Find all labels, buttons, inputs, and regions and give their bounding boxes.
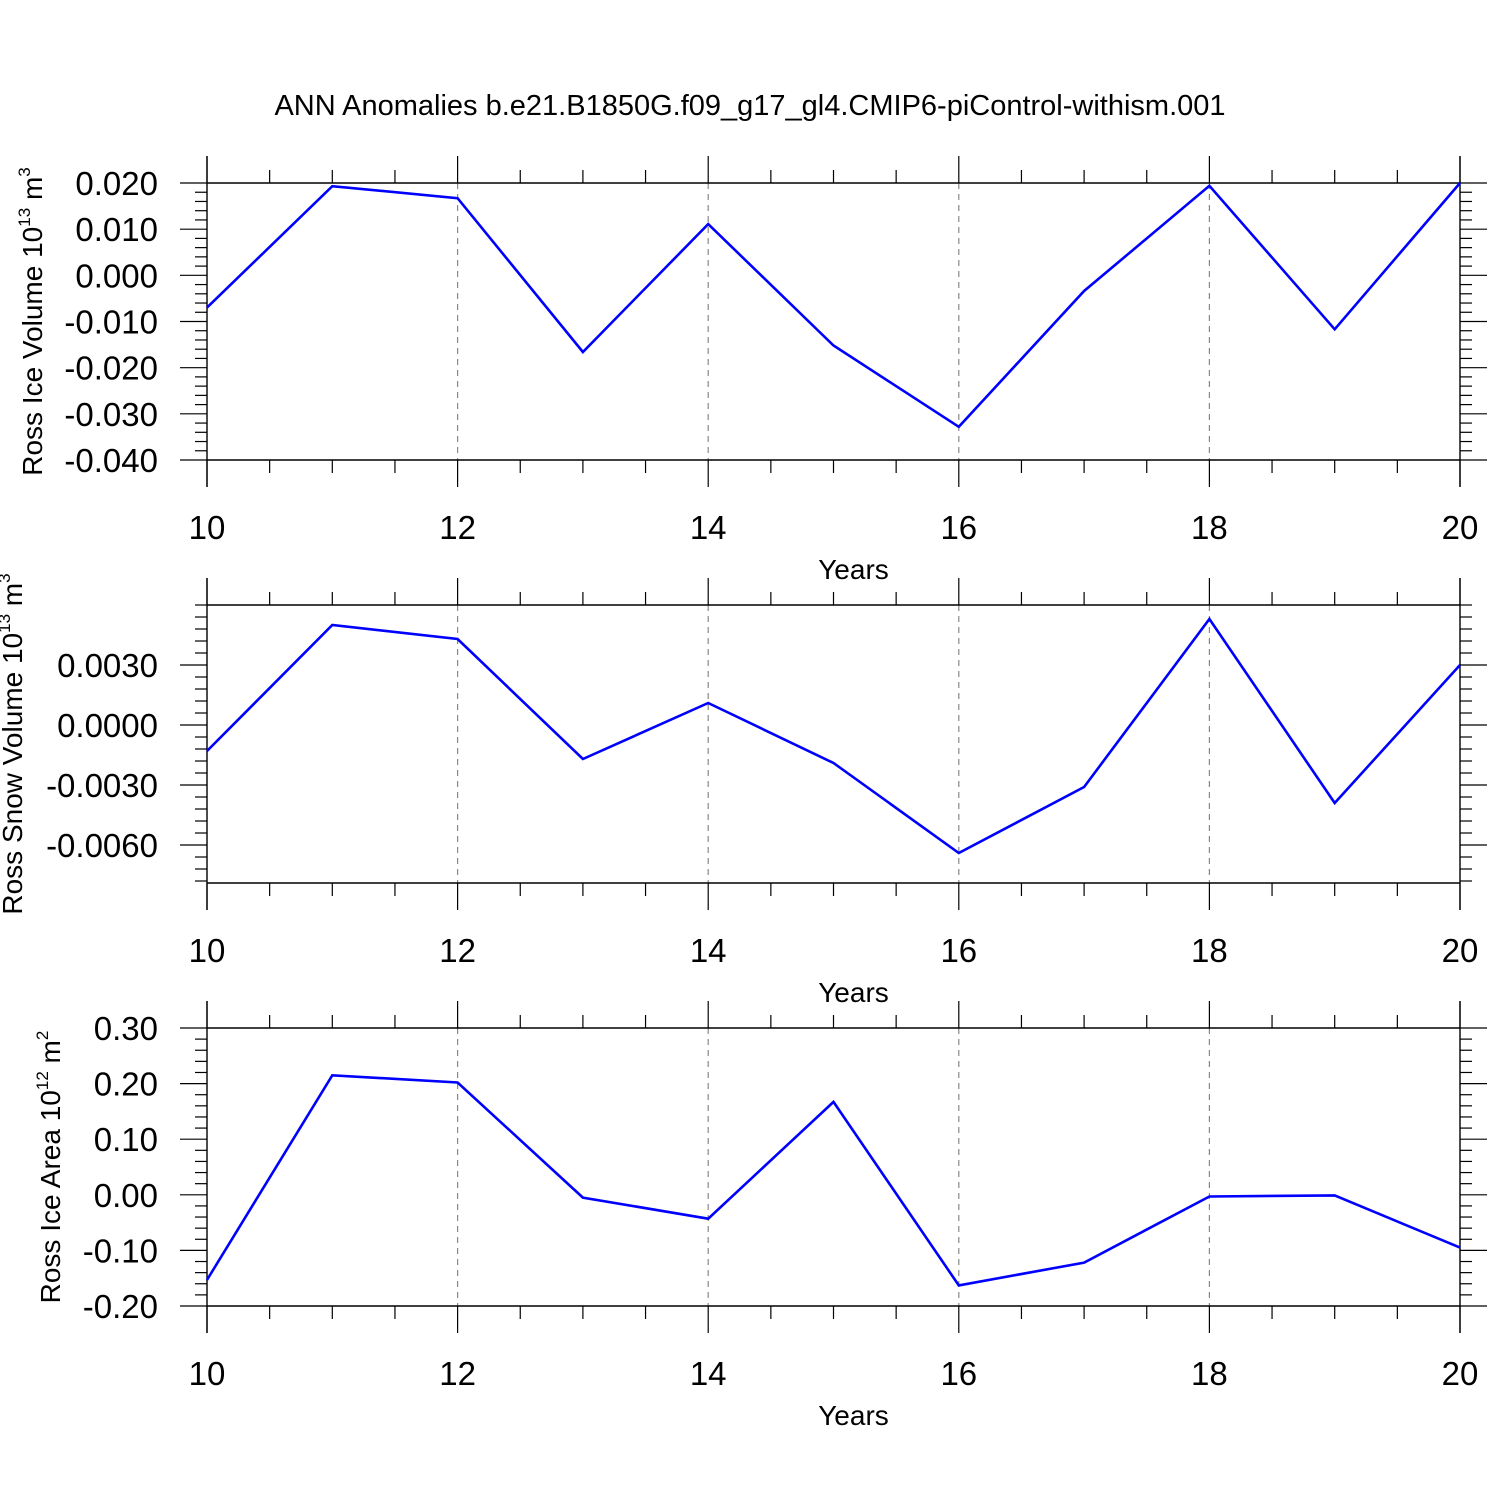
x-tick-label: 20 <box>1442 1355 1479 1392</box>
x-tick-label: 16 <box>940 509 977 546</box>
y-axis-title: Ross Ice Volume 1013 m3 <box>15 167 48 476</box>
series-line <box>206 182 1461 429</box>
y-tick-label: 0.20 <box>94 1066 158 1103</box>
y-tick-label: 0.00 <box>94 1177 158 1214</box>
y-tick-label: 0.30 <box>94 1010 158 1047</box>
x-tick-label: 12 <box>439 932 476 969</box>
y-tick-label: 0.0000 <box>57 707 158 744</box>
y-tick-label: -0.040 <box>64 442 158 479</box>
panel-ice-volume: 0.020 0.010 0.000 -0.010 -0.020 -0.030 -0.040 1… <box>15 156 1487 585</box>
x-tick-label: 14 <box>690 509 727 546</box>
x-tick-label: 18 <box>1191 509 1228 546</box>
page-title: ANN Anomalies b.e21.B1850G.f09_g17_gl4.C… <box>274 90 1226 122</box>
y-tick-label: -0.0060 <box>46 827 158 864</box>
series-line <box>205 1073 1461 1287</box>
x-axis-title: Years <box>818 977 889 1008</box>
x-tick-label: 12 <box>439 1355 476 1392</box>
x-tick-label: 16 <box>940 1355 977 1392</box>
x-tick-label: 14 <box>690 1355 727 1392</box>
x-tick-label: 12 <box>439 509 476 546</box>
y-tick-label: 0.0030 <box>57 647 158 684</box>
x-tick-label: 10 <box>189 509 226 546</box>
y-tick-label: 0.10 <box>94 1121 158 1158</box>
x-tick-label: 20 <box>1442 509 1479 546</box>
y-tick-label: -0.20 <box>83 1288 158 1325</box>
y-axis-title: Ross Ice Area 1012 m2 <box>33 1031 66 1304</box>
x-tick-label: 16 <box>940 932 977 969</box>
y-tick-label: 0.010 <box>75 211 158 248</box>
y-axis-title: Ross Snow Volume 1013 m3 <box>0 573 28 914</box>
x-tick-label: 10 <box>189 1355 226 1392</box>
x-tick-label: 18 <box>1191 932 1228 969</box>
x-axis-title: Years <box>818 1400 889 1431</box>
y-tick-label: 0.020 <box>75 165 158 202</box>
y-tick-label: -0.010 <box>64 304 158 341</box>
y-tick-label: 0.000 <box>75 257 158 294</box>
panel-snow-volume: 0.0030 0.0000 -0.0030 -0.0060 10 12 14 16 18 20 Ye… <box>0 573 1487 1008</box>
y-tick-label: -0.020 <box>64 350 158 387</box>
x-tick-label: 14 <box>690 932 727 969</box>
x-tick-label: 10 <box>189 932 226 969</box>
x-axis-title: Years <box>818 554 889 585</box>
series-line <box>206 616 1461 855</box>
x-tick-label: 18 <box>1191 1355 1228 1392</box>
y-tick-label: -0.030 <box>64 396 158 433</box>
panel-ice-area: 0.30 0.20 0.10 0.00 -0.10 -0.20 10 12 14 16 18 20 Ye… <box>33 1001 1487 1431</box>
y-tick-label: -0.0030 <box>46 767 158 804</box>
x-tick-label: 20 <box>1442 932 1479 969</box>
y-tick-label: -0.10 <box>83 1232 158 1269</box>
